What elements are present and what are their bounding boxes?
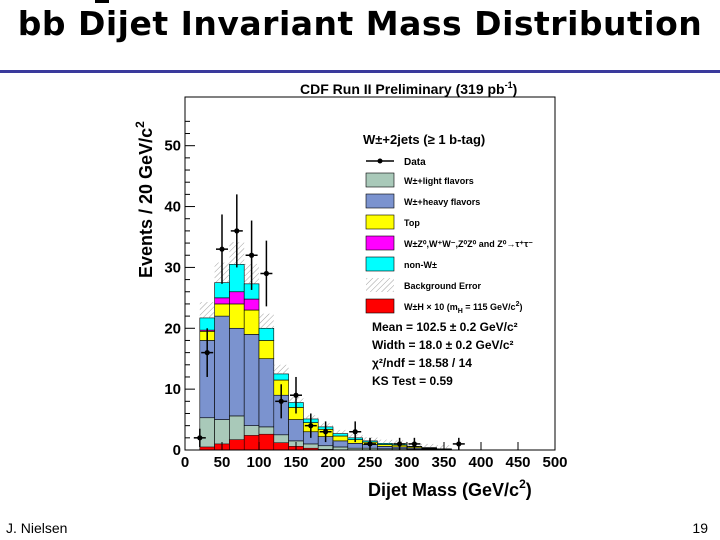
legend-label-2: W±+heavy flavors <box>404 197 480 207</box>
legend-data-marker <box>377 158 383 164</box>
slide-title: bb Dijet Invariant Mass Distribution <box>17 4 703 43</box>
chart-subtitle: W±+2jets (≥ 1 b-tag) <box>363 132 485 147</box>
y-tick-label-6: 50 <box>164 138 181 155</box>
data-point-5 <box>249 252 255 258</box>
title-divider <box>0 70 720 73</box>
x-axis-label: Dijet Mass (GeV/c2) <box>368 477 532 500</box>
legend-label-3: Top <box>404 218 420 228</box>
author: J. Nielsen <box>6 520 68 536</box>
bg-error-bin-16 <box>421 443 437 448</box>
legend-label-4: W±Z⁰,W⁺W⁻,Z⁰Z⁰ and Z⁰→τ⁺τ⁻ <box>404 239 533 249</box>
y-tick-label-1: 0 <box>173 442 181 459</box>
bar-2-bin-13 <box>377 446 393 450</box>
data-point-11 <box>352 429 358 435</box>
x-tick-label-2: 50 <box>214 454 231 471</box>
x-tick-label-5: 200 <box>320 454 345 471</box>
chart-title: CDF Run II Preliminary (319 pb-1) <box>300 80 517 97</box>
data-point-7 <box>278 398 284 404</box>
data-point-2 <box>204 350 210 356</box>
legend: Data W±+light flavors W±+heavy flavors Top W… <box>365 157 533 315</box>
data-points <box>193 194 465 450</box>
axes: 0 50 100 150 200 250 300 350 400 450 500 0 10 20 30 40 5… <box>164 96 568 471</box>
data-point-9 <box>308 423 314 429</box>
stat-line-4: KS Test = 0.59 <box>372 374 453 388</box>
bar-5-bin-13 <box>377 443 393 445</box>
x-tick-label-3: 100 <box>246 454 271 471</box>
stat-line-2: Width = 18.0 ± 0.2 GeV/c² <box>372 338 514 352</box>
stat-line-1: Mean = 102.5 ± 0.2 GeV/c² <box>372 320 518 334</box>
y-tick-label-4: 30 <box>164 259 181 276</box>
bar-5-bin-2 <box>214 282 230 299</box>
bar-4-bin-2 <box>214 297 230 305</box>
bar-1-bin-1 <box>199 417 215 451</box>
fit-statistics: Mean = 102.5 ± 0.2 GeV/c² Width = 18.0 ± … <box>372 320 518 388</box>
signal-bin-4 <box>243 435 260 451</box>
bar-4-bin-4 <box>243 298 260 311</box>
legend-swatch-1 <box>365 172 395 188</box>
legend-bg-error-swatch <box>366 278 394 292</box>
data-point-14 <box>411 441 417 447</box>
data-point-6 <box>263 270 269 277</box>
bar-2-bin-4 <box>243 334 260 426</box>
page-number: 19 <box>692 520 708 536</box>
x-tick-label-7: 300 <box>394 454 419 471</box>
bg-error-bin-6 <box>273 364 289 374</box>
data-point-15 <box>456 441 462 447</box>
data-point-8 <box>293 392 299 398</box>
legend-swatch-4 <box>365 235 395 251</box>
bar-2-bin-2 <box>214 315 230 420</box>
bar-3-bin-5 <box>258 340 275 360</box>
bar-2-bin-3 <box>229 327 245 417</box>
bar-3-bin-2 <box>214 303 230 317</box>
bar-3-bin-3 <box>229 303 245 329</box>
y-axis-label: Events / 20 GeV/c2 <box>133 121 156 278</box>
bg-error-bin-1 <box>199 302 215 318</box>
bar-2-bin-7 <box>288 419 304 442</box>
x-tick-label-4: 150 <box>283 454 308 471</box>
bg-error-bin-5 <box>259 313 274 329</box>
bar-5-bin-3 <box>229 264 245 293</box>
signal-bin-3 <box>229 439 245 451</box>
bar-5-bin-5 <box>258 327 275 341</box>
signal-bin-6 <box>273 442 289 451</box>
legend-label-1: W±+light flavors <box>404 176 474 186</box>
data-point-10 <box>323 429 329 435</box>
x-tick-label-6: 250 <box>357 454 382 471</box>
y-tick-label-5: 40 <box>164 199 181 216</box>
x-tick-label-1: 0 <box>181 454 189 471</box>
bar-2-bin-10 <box>332 440 349 448</box>
legend-swatch-5 <box>365 256 395 272</box>
x-tick-label-8: 350 <box>431 454 456 471</box>
legend-signal-swatch <box>365 298 395 314</box>
stat-line-3: χ²/ndf = 18.58 / 14 <box>372 356 472 370</box>
bar-5-bin-16 <box>421 447 437 449</box>
bar-5-bin-10 <box>332 433 349 437</box>
bar-3-bin-4 <box>243 309 260 335</box>
x-tick-label-9: 400 <box>468 454 493 471</box>
legend-signal-label: W±H × 10 (mH = 115 GeV/c2) <box>404 301 522 315</box>
bar-5-bin-6 <box>273 373 289 381</box>
signal-bin-5 <box>258 433 275 451</box>
bb-overline <box>95 0 109 3</box>
y-tick-label-3: 20 <box>164 320 181 337</box>
bar-2-bin-11 <box>347 443 363 449</box>
data-point-4 <box>234 228 240 234</box>
bg-error-bin-10 <box>333 429 348 434</box>
legend-swatch-2 <box>365 193 395 209</box>
data-point-1 <box>197 435 203 441</box>
bar-2-bin-5 <box>258 358 275 428</box>
legend-label-5: non-W± <box>404 260 437 270</box>
legend-swatch-3 <box>365 214 395 230</box>
legend-bg-error-label: Background Error <box>404 281 482 291</box>
data-point-3 <box>219 246 225 252</box>
bg-error-bin-13 <box>377 439 393 444</box>
data-point-13 <box>397 441 403 447</box>
x-tick-label-11: 500 <box>542 454 567 471</box>
bar-3-bin-10 <box>332 435 349 442</box>
x-tick-label-10: 450 <box>505 454 530 471</box>
bar-4-bin-3 <box>229 291 245 305</box>
y-tick-label-2: 10 <box>164 381 181 398</box>
legend-data-label: Data <box>404 157 426 168</box>
